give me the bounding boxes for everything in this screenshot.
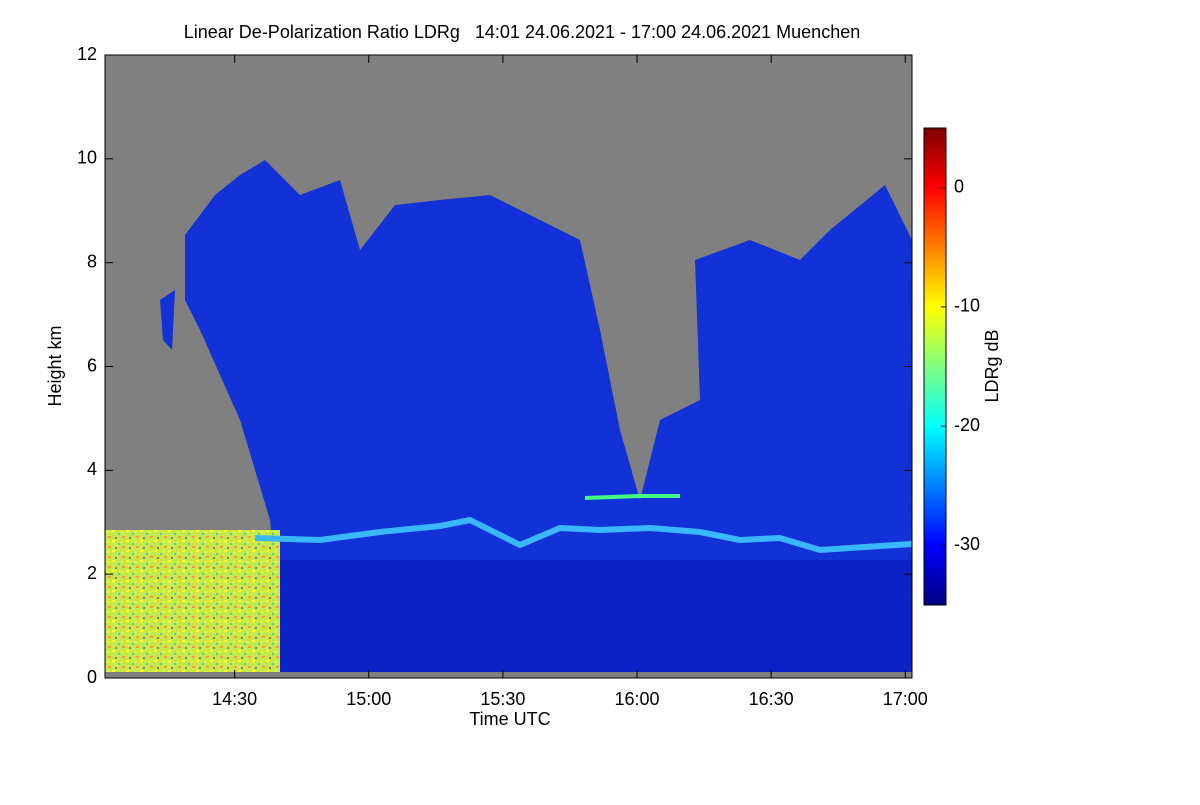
cloud-region xyxy=(160,290,175,350)
y-tick-label: 12 xyxy=(77,44,97,64)
y-tick-label: 8 xyxy=(87,251,97,271)
chart-title: Linear De-Polarization Ratio LDRg 14:01 … xyxy=(184,22,860,42)
melting-layer xyxy=(254,517,913,553)
x-tick-label: 16:30 xyxy=(749,689,794,709)
colorbar-label: LDRg dB xyxy=(982,329,1002,402)
colorbar-tick-label: -20 xyxy=(954,415,980,435)
x-tick-label: 14:30 xyxy=(212,689,257,709)
y-tick-label: 4 xyxy=(87,459,97,479)
colorbar-tick-label: 0 xyxy=(954,176,964,196)
aerosol-noise xyxy=(105,530,280,672)
cloud-region xyxy=(185,160,912,670)
colorbar xyxy=(923,127,947,606)
y-tick-label: 2 xyxy=(87,563,97,583)
y-tick-label: 10 xyxy=(77,148,97,168)
lidar-image xyxy=(105,55,913,678)
boundary-layer xyxy=(280,560,912,672)
colorbar-tick-label: -10 xyxy=(954,296,980,316)
y-tick-label: 6 xyxy=(87,355,97,375)
cloud-base-signal xyxy=(584,494,680,500)
x-axis-label: Time UTC xyxy=(469,709,550,729)
x-tick-label: 15:30 xyxy=(480,689,525,709)
y-axis-label: Height km xyxy=(45,325,65,406)
x-tick-label: 16:00 xyxy=(615,689,660,709)
x-tick-label: 17:00 xyxy=(883,689,928,709)
colorbar-tick-label: -30 xyxy=(954,534,980,554)
x-tick-label: 15:00 xyxy=(346,689,391,709)
y-tick-label: 0 xyxy=(87,667,97,687)
